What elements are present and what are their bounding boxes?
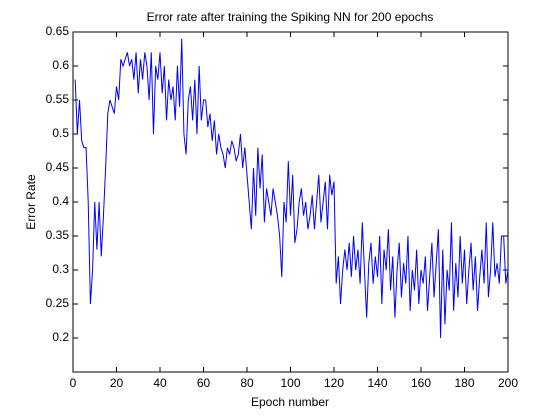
x-tick-label: 160 [411,376,431,390]
chart-title: Error rate after training the Spiking NN… [147,10,434,24]
x-tick-label: 120 [324,376,344,390]
y-tick-label: 0.5 [52,126,69,140]
x-tick-label: 140 [367,376,387,390]
x-tick-label: 100 [280,376,300,390]
y-tick-label: 0.45 [46,160,70,174]
x-tick-label: 20 [110,376,124,390]
x-tick-label: 0 [70,376,77,390]
x-tick-label: 200 [498,376,518,390]
y-tick-label: 0.4 [52,194,69,208]
data-line [74,38,509,339]
x-tick-label: 60 [197,376,211,390]
y-tick-label: 0.65 [46,24,70,38]
y-tick-label: 0.55 [46,92,70,106]
x-tick-label: 80 [240,376,254,390]
y-tick-label: 0.35 [46,228,70,242]
x-tick-label: 180 [454,376,474,390]
x-tick-label: 40 [153,376,167,390]
y-tick-label: 0.25 [46,296,70,310]
y-tick-label: 0.6 [52,58,69,72]
y-tick-label: 0.3 [52,262,69,276]
y-tick-label: 0.2 [52,330,69,344]
y-axis-label: Error Rate [24,174,38,230]
x-axis-label: Epoch number [251,395,329,409]
